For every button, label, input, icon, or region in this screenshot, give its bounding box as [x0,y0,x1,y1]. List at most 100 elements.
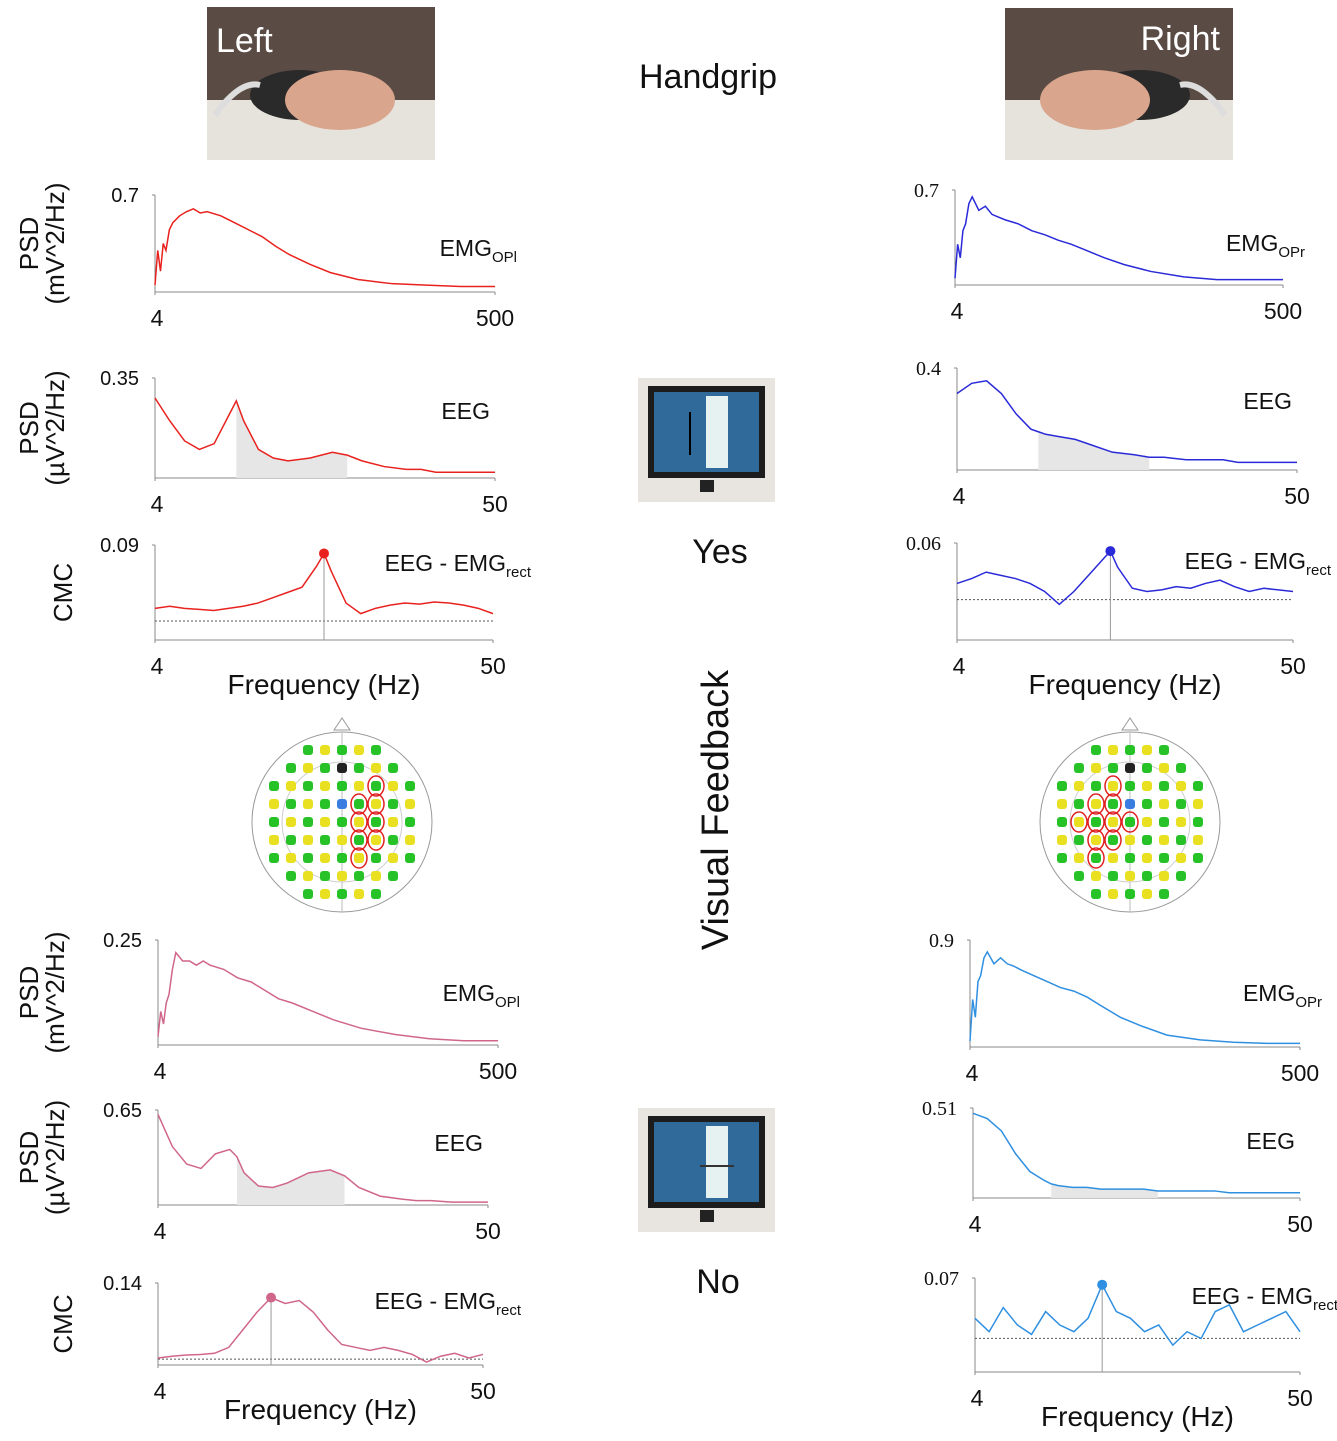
peak-marker [1097,1280,1107,1290]
electrode [1142,745,1152,755]
electrode [1125,853,1135,863]
annotation-sub: OPl [495,994,520,1011]
electrode [1074,835,1084,845]
electrode [337,799,347,809]
annotation-text: EEG [1246,1128,1295,1154]
electrode [1091,853,1101,863]
x-tick-label: 50 [1280,653,1306,679]
x-tick-label: 4 [154,1218,167,1244]
electrode [1057,853,1067,863]
electrode [303,745,313,755]
x-tick-label: 4 [154,1378,167,1404]
electrode [1159,853,1169,863]
annotation-text: EMG [1226,230,1278,256]
electrode [269,817,279,827]
electrode [303,817,313,827]
electrode [1193,853,1203,863]
annotation: EEG - EMGrect [1185,548,1332,579]
annotation-text: EEG - EMG [375,1288,496,1314]
left-label: Left [216,22,273,60]
electrode [1125,763,1135,773]
annotation-text: EMG [443,980,495,1006]
electrode [320,763,330,773]
y-axis-label: (µV^2/Hz) [40,370,70,485]
electrode [354,745,364,755]
y-tick-label: 0.35 [100,368,139,390]
electrode [337,745,347,755]
electrode [354,889,364,899]
electrode [371,817,381,827]
electrode [337,781,347,791]
electrode [1108,835,1118,845]
electrode [1125,799,1135,809]
electrode [371,781,381,791]
annotation: EEG [441,398,490,424]
electrode [286,781,296,791]
electrode [286,763,296,773]
annotation-text: EEG [434,1130,483,1156]
electrode [320,781,330,791]
y-tick-label: 0.4 [916,358,941,380]
y-tick-label: 0.14 [103,1273,142,1295]
electrode [1074,853,1084,863]
electrode [269,781,279,791]
electrode [405,853,415,863]
x-tick-label: 50 [1287,1385,1313,1411]
electrode [1159,781,1169,791]
electrode [337,835,347,845]
electrode [1159,817,1169,827]
annotation: EEG [434,1130,483,1156]
electrode [1142,871,1152,881]
electrode [1074,871,1084,881]
x-tick-label: 50 [480,653,506,679]
condition-label: Visual Feedback [695,669,737,950]
electrode [1091,889,1101,899]
electrode [1176,817,1186,827]
electrode [1108,853,1118,863]
x-tick-label: 500 [476,305,514,331]
electrode [286,835,296,845]
electrode [269,835,279,845]
electrode [269,853,279,863]
y-axis-label: (mV^2/Hz) [40,183,70,305]
electrode [286,799,296,809]
annotation: EEG - EMGrect [1192,1283,1337,1314]
electrode [320,817,330,827]
electrode [1142,799,1152,809]
electrode [286,871,296,881]
y-tick-label: 0.7 [111,185,139,207]
electrode [1142,817,1152,827]
annotation-sub: rect [1306,562,1332,579]
electrode [1125,745,1135,755]
x-tick-label: 50 [475,1218,501,1244]
electrode [388,799,398,809]
electrode [1091,745,1101,755]
electrode [337,889,347,899]
electrode [1125,871,1135,881]
electrode [337,763,347,773]
annotation: EEG - EMGrect [375,1288,522,1319]
electrode [1108,817,1118,827]
y-tick-label: 0.7 [914,180,939,202]
x-tick-label: 500 [1281,1060,1319,1086]
figure-title: Handgrip [639,58,777,96]
annotation: EEG [1246,1128,1295,1154]
x-tick-label: 50 [1287,1211,1313,1237]
electrode [1091,781,1101,791]
annotation: EEG - EMGrect [385,550,532,581]
x-axis-label: Frequency (Hz) [1029,669,1222,700]
electrode [371,799,381,809]
no-label: No [696,1263,739,1301]
electrode [388,835,398,845]
electrode [1193,799,1203,809]
annotation: EMGOPr [1243,980,1322,1011]
electrode [371,889,381,899]
electrode [1125,817,1135,827]
electrode [1074,799,1084,809]
electrode [303,835,313,845]
electrode [1057,835,1067,845]
y-axis-label: (mV^2/Hz) [40,932,70,1054]
electrode [354,763,364,773]
electrode [1057,799,1067,809]
electrode [1176,835,1186,845]
